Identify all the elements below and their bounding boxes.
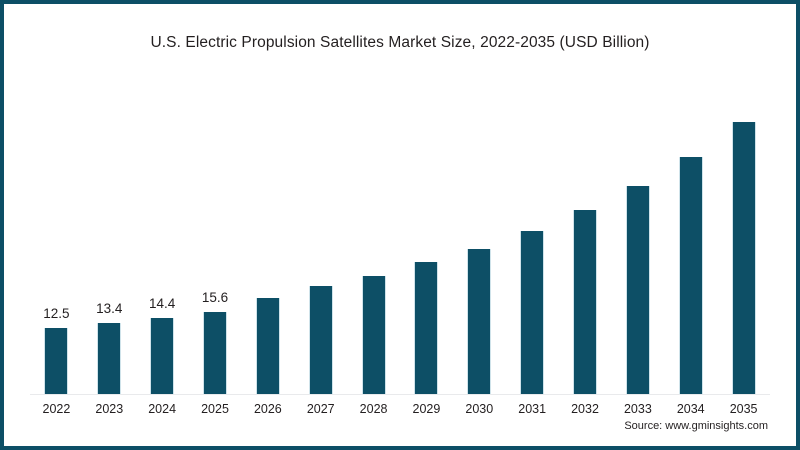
x-axis-tick: 2030 <box>465 402 494 416</box>
bar-series: 12.5 13.4 14.4 15.6 <box>30 79 770 395</box>
bar <box>150 318 175 395</box>
bar <box>520 231 545 395</box>
bar-group <box>347 79 400 395</box>
bar <box>678 157 703 395</box>
bar <box>97 323 122 395</box>
source-note: Source: www.gminsights.com <box>624 420 768 432</box>
x-axis-tick: 2029 <box>412 402 441 416</box>
bar <box>625 186 650 395</box>
bar <box>44 328 69 395</box>
x-axis-tick: 2023 <box>95 402 124 416</box>
bar <box>573 210 598 395</box>
bar <box>203 312 227 395</box>
bar-value-label: 13.4 <box>96 300 123 316</box>
x-axis-tick: 2031 <box>518 402 547 416</box>
plot-area: 12.5 13.4 14.4 15.6 <box>30 79 770 395</box>
x-axis-tick: 2027 <box>306 402 335 416</box>
x-axis-tick: 2028 <box>359 402 388 416</box>
bar-group <box>294 79 347 395</box>
x-axis-tick: 2033 <box>623 402 652 416</box>
bar-value-label: 12.5 <box>43 305 70 321</box>
bar-group <box>717 79 770 395</box>
bar <box>308 286 333 395</box>
axis-baseline <box>30 394 770 395</box>
bar-group: 12.5 <box>30 79 83 395</box>
bar-group: 13.4 <box>83 79 136 395</box>
bar-value-label: 15.6 <box>201 289 229 305</box>
x-axis-labels: 2022 2023 2024 2025 2026 2027 2028 2029 2030 2031… <box>30 402 770 416</box>
chart-title: U.S. Electric Propulsion Satellites Mark… <box>150 34 650 51</box>
bar <box>361 276 386 395</box>
bar-group <box>453 79 506 395</box>
bar-group <box>664 79 717 395</box>
x-axis-tick: 2034 <box>676 402 705 416</box>
bar <box>731 122 756 395</box>
bar <box>467 249 492 395</box>
bar-group: 14.4 <box>136 79 189 395</box>
bar <box>255 298 280 395</box>
x-axis-tick: 2032 <box>571 402 599 416</box>
bar-value-label: 14.4 <box>149 295 176 311</box>
x-axis-tick: 2022 <box>42 402 71 416</box>
x-axis-tick: 2025 <box>201 402 229 416</box>
bar-group <box>400 79 453 395</box>
bar-group <box>241 79 294 395</box>
x-axis-tick: 2026 <box>253 402 282 416</box>
x-axis-tick: 2035 <box>729 402 758 416</box>
x-axis-tick: 2024 <box>148 402 177 416</box>
bar-group <box>559 79 612 395</box>
bar-group: 15.6 <box>189 79 242 395</box>
bar <box>414 262 439 395</box>
bar-group <box>611 79 664 395</box>
bar-group <box>506 79 559 395</box>
